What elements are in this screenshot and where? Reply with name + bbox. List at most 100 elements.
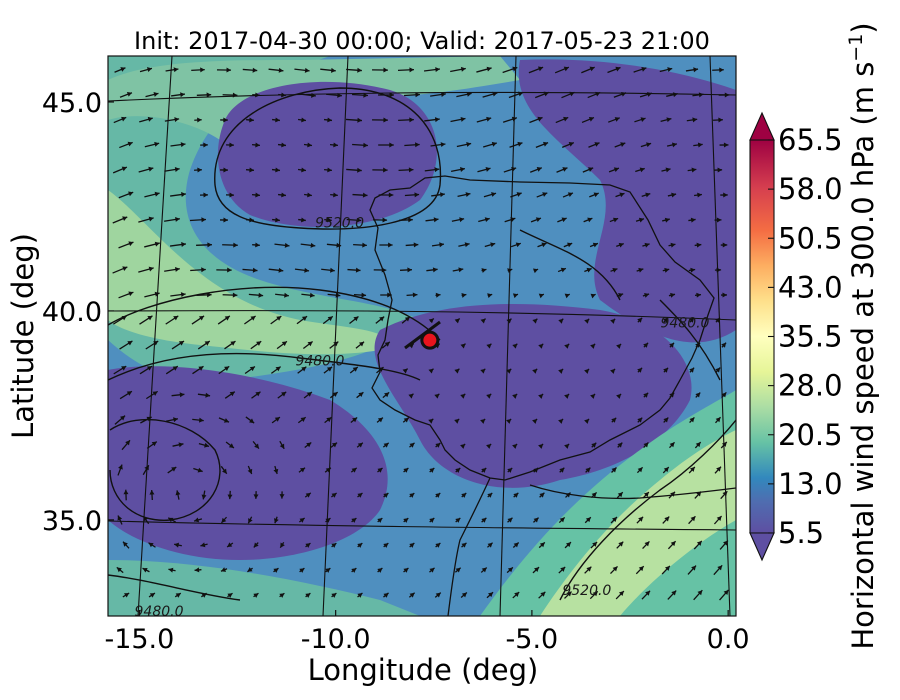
wind-vector xyxy=(450,116,466,123)
wind-vector xyxy=(487,293,493,299)
wind-vector xyxy=(486,393,492,399)
wind-vector xyxy=(377,517,383,523)
wind-vector xyxy=(192,417,204,423)
wind-vector xyxy=(693,142,703,148)
wind-vector xyxy=(539,492,545,498)
wind-vector xyxy=(563,242,573,248)
wind-vector xyxy=(636,466,644,474)
wind-vector xyxy=(298,217,306,223)
wind-vector xyxy=(326,242,342,248)
wind-vector xyxy=(297,167,307,173)
wind-vector xyxy=(434,592,442,598)
wind-vector xyxy=(144,191,160,198)
wind-vector xyxy=(641,192,651,198)
wind-vector xyxy=(616,343,622,349)
graticule xyxy=(108,56,736,616)
wind-vector xyxy=(216,267,232,273)
low-speed-band-east xyxy=(518,59,736,343)
wind-vector xyxy=(297,117,307,123)
wind-vector xyxy=(688,267,696,273)
wind-vector xyxy=(331,542,337,548)
wind-vector xyxy=(584,516,592,524)
wind-vector xyxy=(325,517,331,523)
wind-vector xyxy=(486,443,492,449)
wind-vector xyxy=(302,340,314,350)
wind-vector xyxy=(165,417,179,423)
wind-vector xyxy=(268,267,284,273)
wind-vector xyxy=(322,315,334,325)
wind-vector xyxy=(253,491,259,499)
wind-vector xyxy=(375,316,385,324)
wind-vector xyxy=(662,466,670,474)
wind-vector xyxy=(324,217,332,223)
wind-vector xyxy=(424,167,440,173)
wind-vector xyxy=(402,368,409,374)
map-panel: 9520.0 9480.0 9480.0 9520.0 9480.0 xyxy=(108,56,736,616)
wind-vector xyxy=(297,416,307,424)
wind-vector xyxy=(564,343,570,349)
wind-vector xyxy=(165,365,179,375)
wind-vector xyxy=(148,592,156,598)
wind-vector xyxy=(476,116,492,123)
wind-vector xyxy=(271,416,281,424)
wind-vector xyxy=(667,540,677,550)
wind-vector xyxy=(294,267,310,273)
wind-vector xyxy=(148,542,156,548)
wind-vector xyxy=(558,516,566,524)
wind-vector xyxy=(299,567,305,573)
wind-vector xyxy=(662,267,670,273)
wind-vector xyxy=(435,442,441,448)
wind-vector xyxy=(304,492,312,498)
wind-vector xyxy=(224,391,236,399)
wind-vector xyxy=(353,292,367,298)
wind-vector xyxy=(138,216,154,223)
wind-vector xyxy=(277,391,287,399)
wind-vector xyxy=(112,166,128,174)
wind-vector xyxy=(659,67,673,73)
wind-vector xyxy=(538,393,544,399)
wind-vector xyxy=(347,267,361,273)
wind-vector xyxy=(506,566,514,574)
wind-vector xyxy=(554,66,570,74)
wind-vector xyxy=(719,540,729,550)
wind-vector xyxy=(713,515,723,525)
wind-vector xyxy=(530,217,542,223)
wind-vector xyxy=(171,340,185,350)
wind-vector xyxy=(198,442,210,448)
y-axis-ticks: 35.0 40.0 45.0 xyxy=(42,88,114,537)
wind-vector xyxy=(403,467,409,473)
wind-vector xyxy=(117,515,123,525)
wind-vector xyxy=(247,516,253,524)
wind-vector xyxy=(584,368,590,374)
wind-vector xyxy=(242,67,258,73)
wind-vector xyxy=(192,365,204,375)
wind-vector xyxy=(663,367,669,373)
wind-vector xyxy=(643,442,649,448)
geopotential-contours xyxy=(108,87,736,601)
wind-vector xyxy=(694,441,702,449)
wind-vector xyxy=(222,242,238,248)
wind-vector xyxy=(535,141,549,148)
wind-vector xyxy=(144,241,160,248)
wind-vector xyxy=(431,192,445,198)
wind-vector xyxy=(663,317,669,323)
low-speed-core-iberia xyxy=(374,304,692,488)
wind-vector xyxy=(688,466,696,474)
wind-vector xyxy=(584,267,592,273)
wind-vector xyxy=(270,315,282,325)
north-jet-band xyxy=(108,56,520,140)
wind-vector xyxy=(112,216,128,224)
wind-vector xyxy=(661,167,671,173)
colorbar-ticks: 5.5 13.0 20.5 28.0 35.5 43.0 50.5 58.0 65.5 xyxy=(768,123,843,550)
x-axis-label: Longitude (deg) xyxy=(308,653,539,687)
wind-vector xyxy=(512,293,519,299)
wind-vector xyxy=(397,67,415,73)
wind-vector xyxy=(693,589,703,601)
wind-vector xyxy=(401,316,411,324)
wind-vector xyxy=(324,416,332,424)
wind-vector xyxy=(352,142,368,148)
wind-vector xyxy=(298,467,306,473)
wind-vector xyxy=(609,217,619,223)
wind-vector xyxy=(409,442,415,448)
wind-vector xyxy=(114,415,126,425)
